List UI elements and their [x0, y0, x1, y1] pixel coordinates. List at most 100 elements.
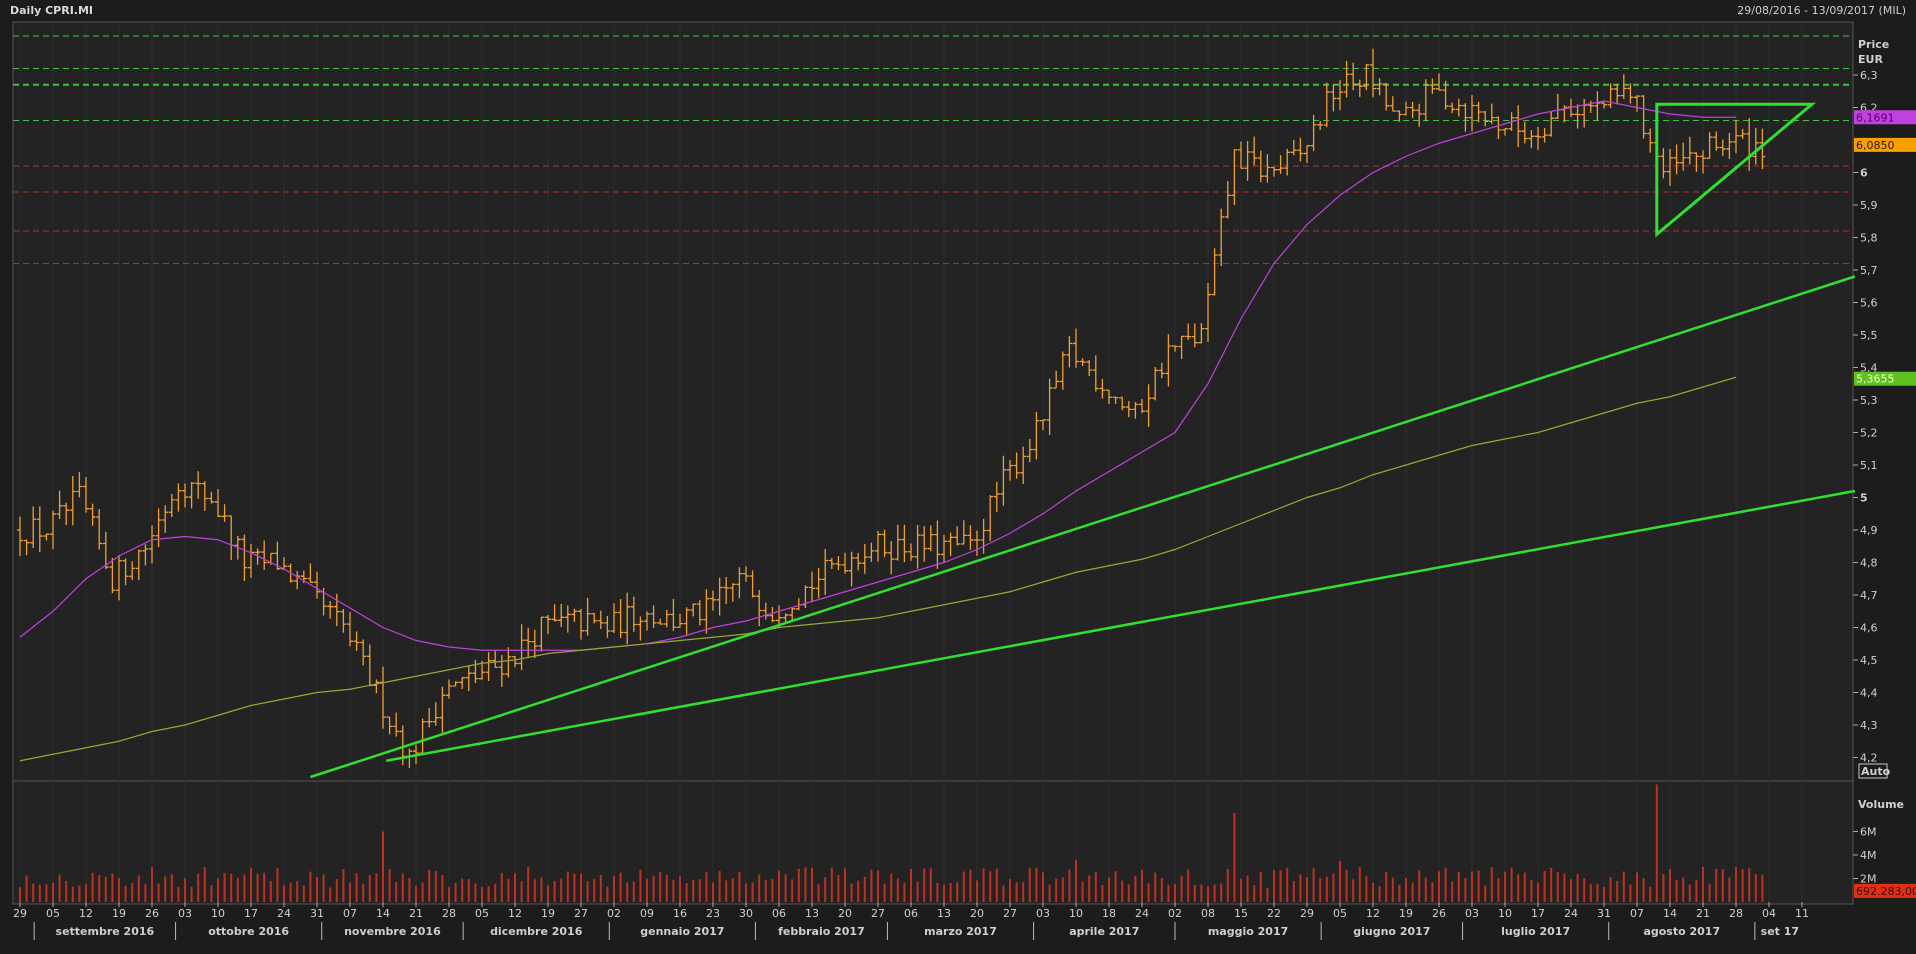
ohlc-bar [545, 615, 551, 635]
last-volume-badge-bg [1854, 883, 1916, 898]
volume-tick-label: 4M [1860, 849, 1877, 862]
ohlc-bar [69, 476, 76, 526]
price-tick-label: 5,2 [1860, 427, 1878, 440]
ohlc-bar [538, 616, 545, 652]
ohlc-bar [1152, 367, 1159, 401]
ohlc-bar [347, 612, 353, 647]
ohlc-bar [1172, 345, 1178, 352]
ohlc-bar [1620, 74, 1627, 100]
date-tick-label: 28 [442, 907, 456, 920]
month-label: maggio 2017 [1208, 925, 1288, 938]
ohlc-bar [670, 598, 677, 632]
date-tick-label: 05 [46, 907, 60, 920]
ohlc-bar [1218, 208, 1225, 267]
ohlc-bar [756, 589, 763, 627]
ohlc-bar [17, 516, 23, 556]
auto-scale-button[interactable] [1858, 763, 1888, 779]
ohlc-bar [835, 555, 842, 571]
ohlc-bar [1317, 120, 1324, 130]
date-tick-label: 19 [541, 907, 555, 920]
ohlc-bar [1066, 335, 1073, 368]
ohlc-bar [1026, 438, 1033, 463]
ohlc-bar [1594, 91, 1601, 121]
date-tick-label: 24 [277, 907, 291, 920]
ohlc-bar [908, 543, 914, 561]
date-tick-label: 17 [244, 907, 258, 920]
price-tick-label: 5,8 [1860, 232, 1878, 245]
price-tick-label: 4,5 [1860, 654, 1878, 667]
ohlc-bar [650, 605, 657, 628]
ohlc-bar [1667, 148, 1673, 186]
ohlc-bar [1634, 95, 1640, 112]
price-tick-label: 5,5 [1860, 329, 1878, 342]
ohlc-bar [63, 502, 70, 525]
ohlc-bar [1528, 130, 1535, 149]
ohlc-bar [729, 583, 736, 602]
ma-fast-last-value: 6,1691 [1856, 111, 1895, 124]
ohlc-bar [1092, 355, 1099, 392]
ohlc-bar [663, 609, 670, 628]
date-tick-label: 26 [145, 907, 159, 920]
ohlc-bar [426, 707, 433, 728]
month-label: ottobre 2016 [208, 925, 289, 938]
ohlc-bar [1363, 63, 1370, 91]
ohlc-bar [1290, 139, 1297, 156]
ohlc-bar [327, 601, 334, 619]
ohlc-bar [1370, 48, 1376, 98]
ohlc-bar [439, 686, 446, 734]
ohlc-bar [373, 679, 380, 694]
date-tick-label: 31 [310, 907, 324, 920]
ohlc-bar [1224, 181, 1231, 219]
ohlc-bar [980, 518, 987, 554]
date-tick-label: 23 [706, 907, 720, 920]
ohlc-bar [584, 597, 591, 636]
date-tick-label: 27 [871, 907, 885, 920]
ohlc-bar [1284, 148, 1291, 176]
ohlc-bar [1660, 148, 1667, 179]
ohlc-bar [333, 593, 340, 627]
price-tick-label: 4,7 [1860, 589, 1878, 602]
ohlc-bar [934, 520, 941, 569]
date-tick-label: 12 [1366, 907, 1380, 920]
ohlc-bar [1376, 78, 1383, 96]
date-tick-label: 21 [1696, 907, 1710, 920]
date-tick-label: 02 [607, 907, 621, 920]
date-tick-label: 07 [343, 907, 357, 920]
ohlc-bar [571, 608, 578, 622]
ohlc-bar [1416, 103, 1423, 127]
date-tick-label: 24 [1135, 907, 1149, 920]
ohlc-bar [353, 631, 360, 651]
ohlc-bar [776, 605, 782, 628]
date-tick-label: 04 [1762, 907, 1776, 920]
ohlc-bar [901, 524, 908, 563]
ohlc-bar [1000, 455, 1007, 506]
month-label: gennaio 2017 [640, 925, 724, 938]
ohlc-bar [188, 481, 195, 509]
ohlc-bar [677, 613, 683, 628]
ohlc-bar [1257, 150, 1264, 183]
ohlc-bar [505, 647, 512, 678]
ohlc-bar [1198, 323, 1205, 344]
date-tick-label: 30 [739, 907, 753, 920]
ohlc-bar [393, 712, 400, 737]
ohlc-bar [1739, 128, 1746, 139]
ohlc-bar [1086, 360, 1093, 377]
ohlc-bar [1680, 142, 1687, 171]
ohlc-bar [736, 567, 743, 599]
ohlc-bar [855, 552, 862, 571]
date-tick-label: 19 [112, 907, 126, 920]
price-tick-label: 5,4 [1860, 362, 1878, 375]
ohlc-bar [637, 616, 644, 641]
last-volume-badge: 692.283,00 [1856, 885, 1916, 898]
volume-pane [12, 780, 1854, 905]
ohlc-bar [564, 605, 571, 633]
ohlc-bar [974, 530, 980, 556]
ohlc-bar [446, 679, 452, 699]
ohlc-bar [1607, 83, 1614, 108]
ohlc-bar [1244, 140, 1251, 181]
date-tick-label: 15 [1234, 907, 1248, 920]
triangle-pattern [1655, 102, 1817, 238]
ohlc-bar [954, 526, 961, 546]
month-label: luglio 2017 [1501, 925, 1570, 938]
